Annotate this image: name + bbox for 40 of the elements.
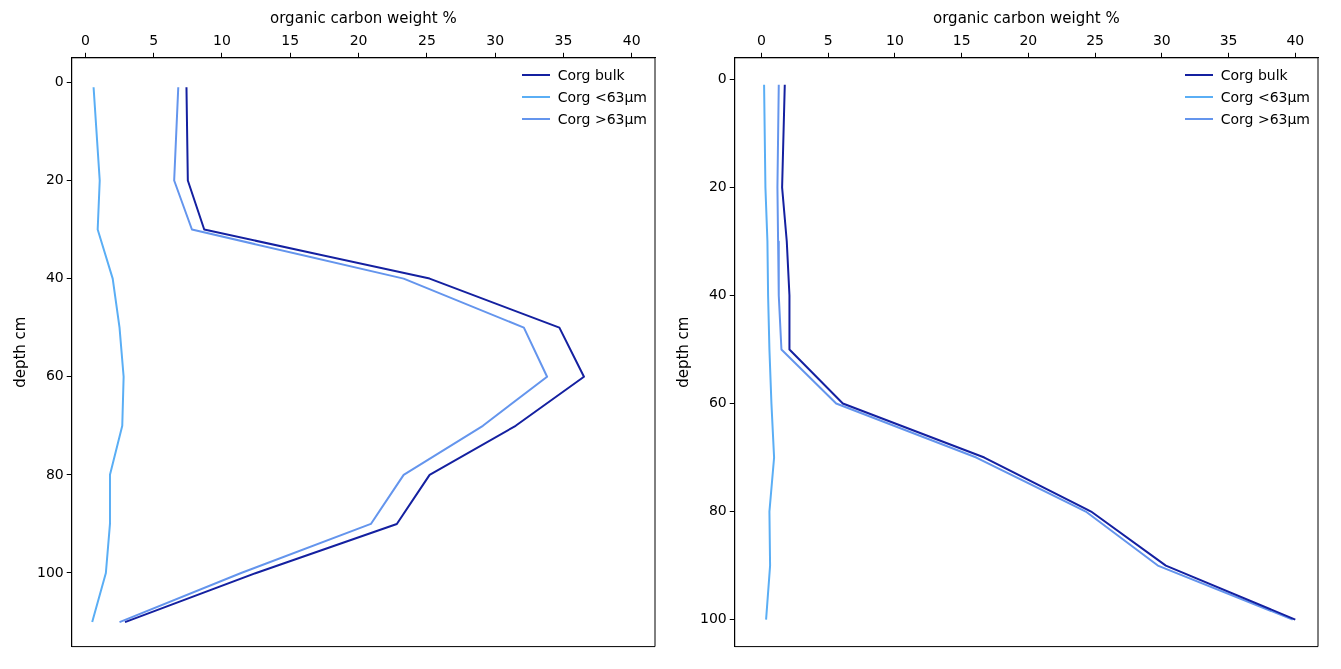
x-tick-label: 35 [554, 32, 573, 49]
x-tick-label: 35 [1219, 32, 1238, 49]
x-tick-label: 40 [622, 32, 641, 49]
x-tick-label: 15 [281, 32, 300, 49]
y-axis-title: depth cm [673, 316, 692, 388]
y-tick-label: 80 [708, 502, 727, 519]
y-tick-label: 40 [45, 269, 64, 286]
x-tick-label: 30 [1152, 32, 1171, 49]
x-tick-label: 20 [349, 32, 368, 49]
y-tick-label: 0 [54, 72, 64, 89]
x-tick-label: 30 [486, 32, 505, 49]
y-tick-label: 20 [708, 178, 727, 195]
y-axis-title: depth cm [10, 316, 29, 388]
x-tick-label: 5 [149, 32, 159, 49]
legend-label: Corg <63µm [1220, 87, 1310, 107]
legend-label: Corg bulk [1220, 65, 1288, 85]
x-tick-label: 0 [80, 32, 90, 49]
x-tick-label: 10 [213, 32, 231, 49]
legend-label: Corg >63µm [1220, 109, 1310, 129]
y-tick-label: 20 [45, 171, 64, 188]
x-tick-label: 0 [756, 32, 766, 49]
x-tick-label: 10 [885, 32, 904, 49]
y-tick-label: 40 [708, 286, 727, 303]
y-tick-label: 60 [45, 367, 64, 384]
y-tick-label: 100 [36, 563, 64, 580]
y-tick-label: 0 [717, 70, 727, 87]
legend-label: Corg <63µm [557, 87, 647, 107]
x-tick-label: 5 [823, 32, 833, 49]
x-tick-label: 25 [1086, 32, 1105, 49]
x-axis-title: organic carbon weight % [270, 8, 457, 27]
x-tick-label: 25 [417, 32, 436, 49]
x-axis-title: organic carbon weight % [933, 8, 1120, 27]
x-tick-label: 40 [1286, 32, 1305, 49]
y-tick-label: 60 [708, 394, 727, 411]
x-tick-label: 20 [1019, 32, 1038, 49]
legend-label: Corg >63µm [557, 109, 647, 129]
y-tick-label: 100 [699, 610, 727, 627]
y-tick-label: 80 [45, 465, 64, 482]
x-tick-label: 15 [952, 32, 971, 49]
legend-label: Corg bulk [557, 65, 625, 85]
